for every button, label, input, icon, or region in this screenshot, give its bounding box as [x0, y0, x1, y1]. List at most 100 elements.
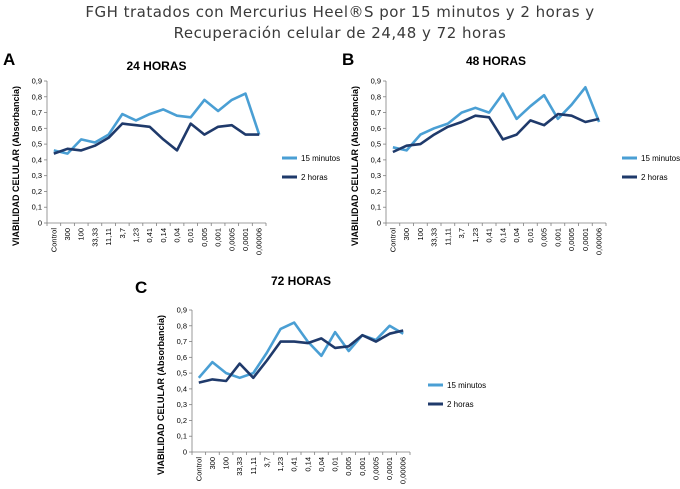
x-tick-label: 0,14 [498, 228, 507, 243]
y-axis-label: VIABILIDAD CELULAR (Absorbancia) [156, 315, 166, 475]
x-tick-label: 0,01 [186, 228, 195, 243]
x-tick-label: 11,11 [249, 457, 258, 475]
y-tick-label: 0,5 [177, 369, 187, 378]
x-tick-label: 0,0005 [371, 457, 380, 480]
x-tick-label: 300 [402, 228, 411, 241]
y-tick-label: 0,9 [177, 306, 187, 315]
x-tick-label: 0,14 [303, 457, 312, 472]
x-tick-label: 0,00006 [399, 457, 408, 484]
x-tick-label: Control [49, 228, 58, 253]
x-tick-label: 300 [208, 457, 217, 470]
x-tick-label: Control [194, 457, 203, 482]
y-tick-label: 0 [377, 219, 381, 228]
y-tick-label: 0,5 [32, 140, 42, 149]
figure-title-line2: Recuperación celular de 24,48 y 72 horas [174, 24, 507, 42]
x-tick-label: 33,33 [430, 228, 439, 247]
x-tick-label: 11,11 [443, 228, 452, 246]
chart-title: 72 HORAS [271, 274, 331, 288]
x-tick-label: 0,001 [214, 228, 223, 247]
series-line-2h [53, 122, 260, 155]
y-tick-label: 0 [183, 448, 187, 457]
x-tick-label: 33,33 [90, 228, 99, 247]
x-tick-label: 0,0005 [567, 228, 576, 251]
series-line-2h [392, 112, 600, 154]
x-tick-label: 33,33 [235, 457, 244, 476]
legend-label-2h: 2 horas [641, 173, 668, 182]
y-tick-label: 0,3 [32, 171, 42, 180]
x-tick-label: 100 [77, 228, 86, 241]
legend-label-15min: 15 minutos [641, 154, 680, 163]
chart-panel-c: C 72 HORAS 0 0,1 0,2 0,3 0,4 0,5 0,6 0,7 0,8 0,9 Con… [135, 274, 486, 484]
y-tick-label: 0,6 [177, 353, 187, 362]
chart-title: 24 HORAS [126, 59, 186, 73]
x-tick-label: 0,01 [526, 228, 535, 243]
y-tick-label: 0,1 [32, 203, 42, 212]
x-tick-label: 0,0001 [385, 457, 394, 480]
x-tick-label: 3,7 [118, 228, 127, 238]
x-tick-label: 0,14 [159, 228, 168, 243]
y-tick-label: 0,9 [371, 77, 381, 86]
x-tick-label: 0,005 [200, 228, 209, 247]
legend-label-15min: 15 minutos [301, 154, 340, 163]
chart-panel-a: A 24 HORAS 0 0,1 0,2 0,3 0,4 0,5 0,6 0,7 0,8 0,9 Con… [3, 50, 340, 255]
x-tick-label: 0,0005 [227, 228, 236, 251]
x-tick-label: 0,41 [145, 228, 154, 243]
panel-letter: C [135, 278, 147, 297]
legend-label-2h: 2 horas [301, 173, 328, 182]
y-tick-label: 0,7 [371, 108, 381, 117]
y-tick-label: 0,5 [371, 140, 381, 149]
legend-label-15min: 15 minutos [447, 381, 486, 390]
x-tick-label: 100 [222, 457, 231, 470]
y-axis-label: VIABILIDAD CELULAR (Absorbancia) [350, 86, 360, 246]
y-axis-label: VIABILIDAD CELULAR (Absorbancia) [11, 86, 21, 246]
x-tick-label: 3,7 [262, 457, 271, 467]
x-tick-label: 0,00006 [255, 228, 264, 255]
y-tick-label: 0,4 [177, 384, 187, 393]
x-tick-label: 0,41 [290, 457, 299, 472]
panel-letter: A [3, 50, 15, 69]
y-tick-label: 0,1 [371, 203, 381, 212]
y-tick-label: 0,8 [371, 92, 381, 101]
x-tick-label: 0,0001 [241, 228, 250, 251]
y-tick-label: 0,7 [177, 337, 187, 346]
panel-letter: B [342, 50, 354, 69]
x-tick-label: 11,11 [104, 228, 113, 246]
chart-title: 48 HORAS [466, 54, 526, 68]
y-tick-label: 0,4 [32, 155, 42, 164]
y-tick-label: 0,6 [32, 124, 42, 133]
x-tick-label: 0,001 [358, 457, 367, 476]
x-tick-label: 3,7 [457, 228, 466, 238]
y-tick-label: 0,3 [371, 171, 381, 180]
x-tick-label: 0,001 [553, 228, 562, 247]
y-tick-label: 0,2 [371, 187, 381, 196]
y-tick-label: 0,4 [371, 155, 381, 164]
y-tick-label: 0,8 [32, 92, 42, 101]
legend-label-2h: 2 horas [447, 400, 474, 409]
x-tick-label: 0,005 [344, 457, 353, 476]
series-line-15min [197, 321, 404, 380]
x-tick-label: 0,005 [540, 228, 549, 247]
series-line-15min [392, 86, 601, 152]
figure-title-line1: FGH tratados con Mercurius Heel®S por 15… [85, 3, 594, 21]
x-tick-label: Control [388, 228, 397, 253]
x-tick-label: 100 [416, 228, 425, 241]
x-tick-label: 1,23 [276, 457, 285, 472]
x-tick-label: 1,23 [131, 228, 140, 243]
y-tick-label: 0,3 [177, 400, 187, 409]
y-tick-label: 0,1 [177, 432, 187, 441]
series-line-2h [198, 329, 404, 384]
charts-container: A 24 HORAS 0 0,1 0,2 0,3 0,4 0,5 0,6 0,7 0,8 0,9 Con… [3, 50, 680, 484]
chart-panel-b: B 48 HORAS 0 0,1 0,2 0,3 0,4 0,5 0,6 0,7 0,8 0,9 Con… [342, 50, 680, 255]
y-tick-label: 0,2 [177, 416, 187, 425]
y-tick-label: 0,8 [177, 321, 187, 330]
x-tick-label: 0,00006 [595, 228, 604, 255]
x-tick-label: 0,01 [331, 457, 340, 472]
x-tick-label: 0,41 [485, 228, 494, 243]
x-tick-label: 300 [63, 228, 72, 241]
y-tick-label: 0,6 [371, 124, 381, 133]
x-tick-label: 0,0001 [581, 228, 590, 251]
x-tick-label: 0,04 [317, 457, 326, 472]
x-tick-label: 1,23 [471, 228, 480, 243]
y-tick-label: 0,9 [32, 77, 42, 86]
